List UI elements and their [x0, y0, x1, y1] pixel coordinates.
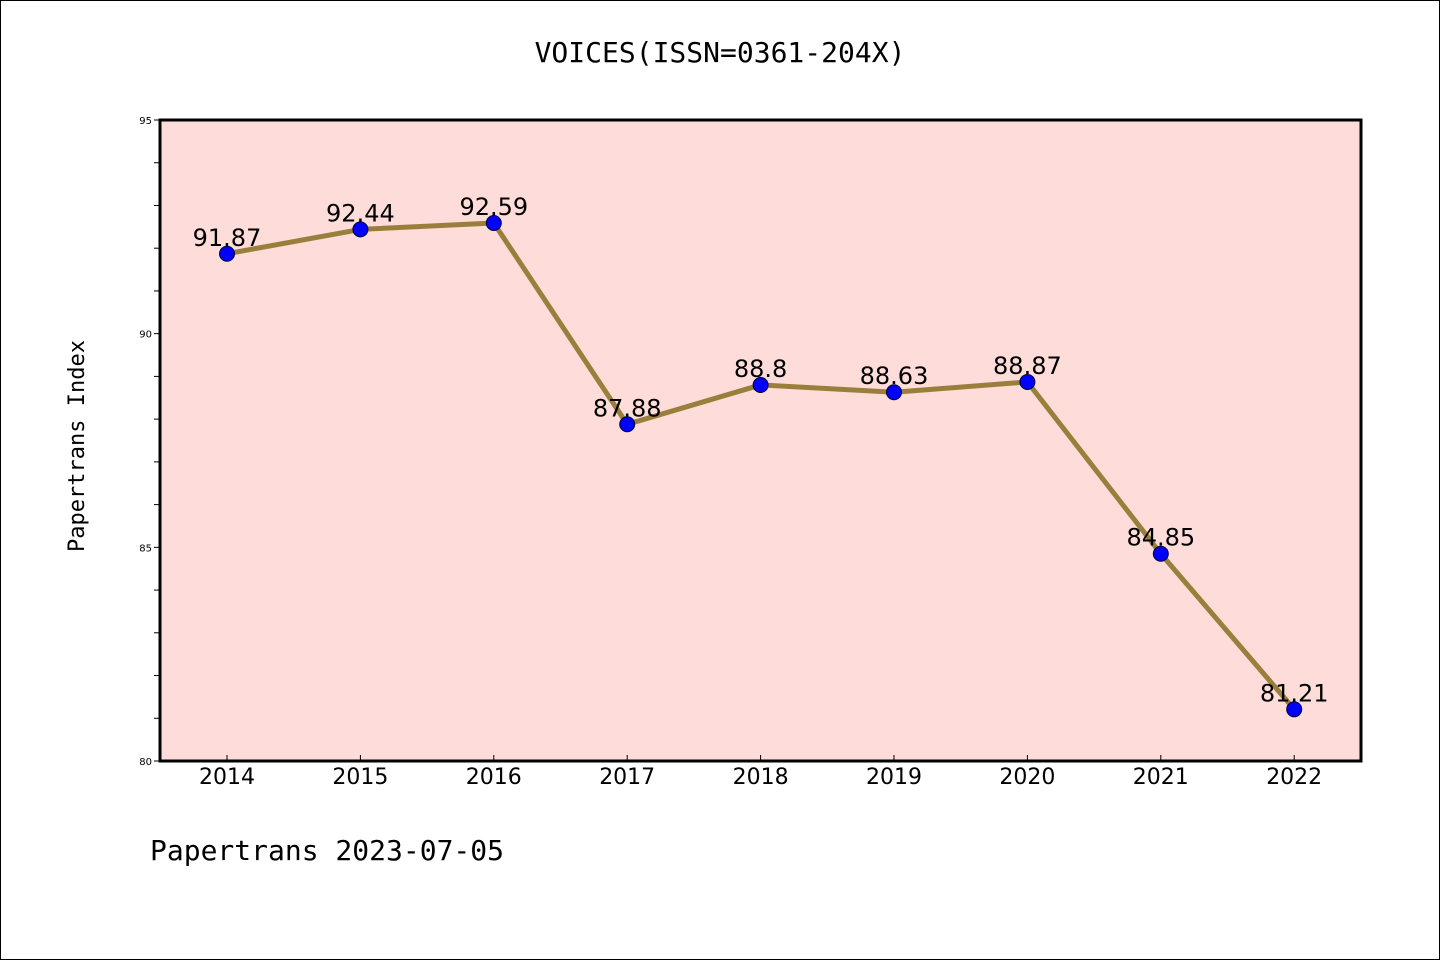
- data-point: [352, 221, 369, 238]
- series-points-group: [219, 214, 1303, 718]
- y-tick-label: 95: [139, 116, 152, 127]
- data-point: [485, 214, 502, 231]
- x-tick-label: 2020: [999, 765, 1055, 790]
- data-label: 87.88: [593, 394, 662, 422]
- y-axis-label: Papertrans Index: [65, 340, 90, 552]
- data-label: 88.8: [734, 355, 787, 383]
- x-tick-label: 2019: [866, 765, 922, 790]
- x-tick-label: 2015: [332, 765, 388, 790]
- y-tick-label: 90: [139, 330, 152, 341]
- data-label: 88.87: [993, 352, 1062, 380]
- data-label: 91.87: [193, 224, 262, 252]
- data-point: [219, 245, 235, 262]
- data-label: 81.21: [1260, 679, 1329, 707]
- data-point: [619, 416, 636, 433]
- x-axis-ticks: 2014 2015 2016 2017 2018 2019 2020 2021 2022: [199, 755, 1322, 790]
- data-label: 92.59: [459, 193, 528, 221]
- x-tick-label: 2022: [1266, 765, 1322, 790]
- data-point: [752, 376, 769, 393]
- data-point: [886, 384, 902, 401]
- data-point: [1286, 701, 1303, 718]
- y-tick-label: 80: [139, 757, 152, 768]
- data-point: [1152, 545, 1169, 562]
- data-label: 88.63: [860, 362, 929, 390]
- data-label: 92.44: [326, 199, 395, 227]
- x-tick-label: 2014: [199, 765, 255, 790]
- chart-title: VOICES(ISSN=0361-204X): [534, 36, 906, 69]
- data-labels-group: 91.87 92.44 92.59 87.88 88.8 88.63 88.87 84.85 8…: [193, 193, 1329, 707]
- x-tick-label: 2017: [599, 765, 655, 790]
- footer-text: Papertrans 2023-07-05: [150, 834, 505, 867]
- x-tick-label: 2021: [1133, 765, 1189, 790]
- x-tick-label: 2016: [466, 765, 522, 790]
- plot-border: [158, 118, 1363, 763]
- data-point: [1019, 373, 1036, 390]
- x-tick-label: 2018: [733, 765, 789, 790]
- data-label: 84.85: [1126, 524, 1195, 552]
- y-axis-ticks: 80 85 90 95: [139, 116, 160, 768]
- y-tick-label: 85: [139, 543, 152, 554]
